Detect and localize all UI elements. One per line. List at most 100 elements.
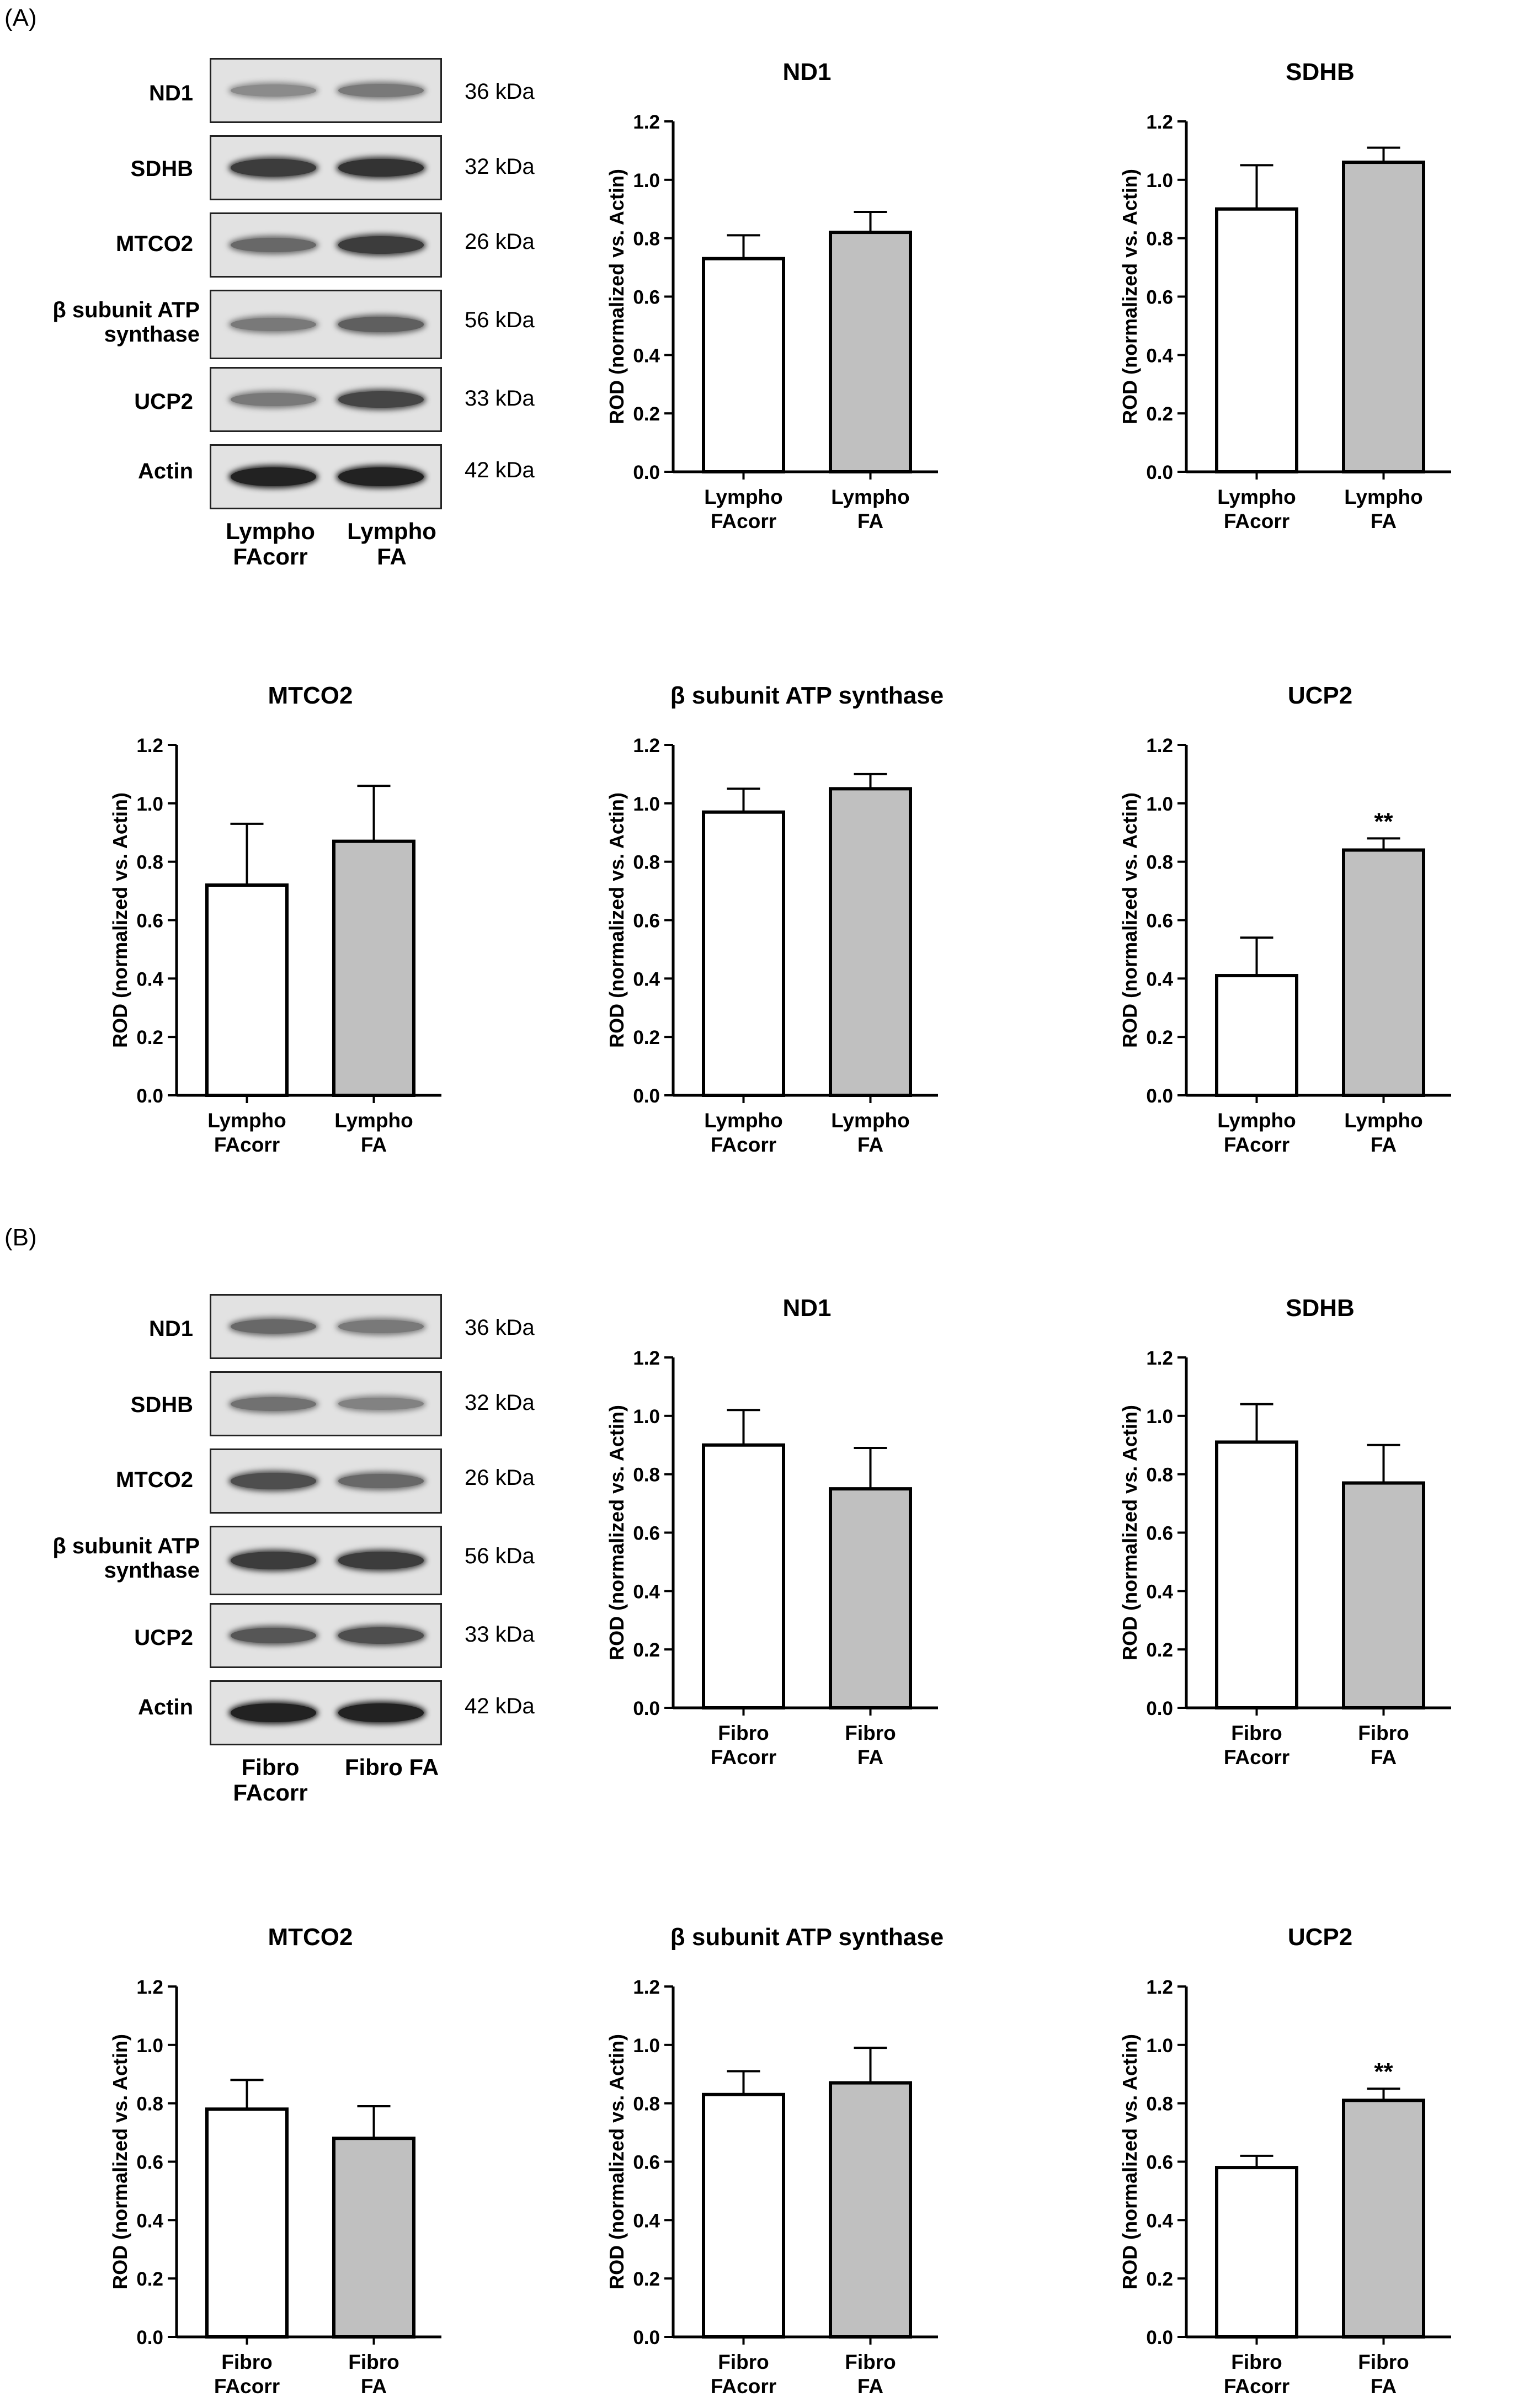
blot-row-label: Actin <box>138 459 193 483</box>
blot-strip <box>210 135 442 200</box>
y-tick-label: 0.6 <box>1146 287 1173 308</box>
y-tick-label: 0.2 <box>633 403 660 425</box>
x-tick-label: Fibro <box>1231 1722 1282 1744</box>
y-tick-label: 0.6 <box>136 910 163 932</box>
chart-title: ND1 <box>782 58 831 86</box>
y-tick-label: 0.6 <box>1146 2152 1173 2174</box>
y-tick-label: 0.2 <box>633 1639 660 1661</box>
bar-chart-lympho-mtco2: MTCO2 ROD (normalized vs. Actin) 0.0 0.2 0.4… <box>109 682 441 1156</box>
blot-strip <box>210 1294 442 1359</box>
y-tick-label: 0.2 <box>633 2268 660 2290</box>
x-tick-label: Fibro <box>718 2351 769 2373</box>
x-tick-label: FAcorr <box>1224 510 1289 532</box>
significance-marker: ** <box>1374 2058 1393 2085</box>
y-tick-label: 0.8 <box>1146 2094 1173 2115</box>
protein-band <box>231 393 316 406</box>
bar <box>829 1487 912 1709</box>
x-tick-label: Fibro <box>348 2351 399 2373</box>
y-tick-label: 1.0 <box>633 2035 660 2057</box>
kda-label: 56 kDa <box>465 308 535 332</box>
bar-chart-fibro-atp-synthase: β subunit ATP synthase ROD (normalized vs… <box>605 1924 944 2398</box>
blot-row-label: ND1 <box>148 1317 193 1341</box>
y-tick-label: 1.2 <box>1146 1977 1173 1998</box>
protein-band <box>231 467 316 487</box>
y-tick-label: 0.4 <box>1146 2210 1173 2231</box>
bar <box>1215 1440 1298 1709</box>
y-axis-label: ROD (normalized vs. Actin) <box>1118 169 1141 424</box>
protein-band <box>338 1397 424 1410</box>
protein-band <box>231 1703 316 1723</box>
kda-label: 33 kDa <box>465 1622 535 1647</box>
x-tick-label: Lympho <box>831 486 910 508</box>
y-axis-label: ROD (normalized vs. Actin) <box>109 2034 131 2289</box>
x-tick-label: FA <box>361 1133 387 1156</box>
protein-band <box>338 1473 424 1489</box>
kda-label: 33 kDa <box>465 386 535 411</box>
x-tick-label: FA <box>361 2375 387 2398</box>
y-tick-label: 1.0 <box>1146 2035 1173 2057</box>
panel-label-b: (B) <box>4 1224 37 1251</box>
chart-title: ND1 <box>782 1295 831 1322</box>
protein-band <box>338 391 424 408</box>
y-tick-label: 0.8 <box>633 228 660 250</box>
protein-band <box>231 1627 316 1644</box>
y-tick-label: 1.2 <box>1146 1348 1173 1369</box>
x-tick-label: Lympho <box>1217 486 1296 508</box>
x-tick-label: FAcorr <box>214 1133 280 1156</box>
y-tick-label: 0.6 <box>1146 1523 1173 1544</box>
y-axis-label: ROD (normalized vs. Actin) <box>109 792 131 1048</box>
y-tick-label: 0.0 <box>633 1085 660 1107</box>
kda-label: 32 kDa <box>465 1391 535 1415</box>
lane-label: Lympho FAcorr <box>226 518 315 569</box>
x-tick-label: FAcorr <box>1224 1746 1289 1769</box>
x-tick-label: FAcorr <box>1224 1133 1289 1156</box>
x-tick-label: Lympho <box>207 1109 286 1132</box>
y-tick-label: 1.2 <box>1146 111 1173 133</box>
x-tick-label: FAcorr <box>711 510 776 532</box>
kda-label: 36 kDa <box>465 1315 535 1340</box>
protein-band <box>231 318 316 331</box>
bar <box>1215 2166 1298 2339</box>
bar <box>702 2092 785 2339</box>
blot-row-label: β subunit ATP synthase <box>52 1534 200 1583</box>
kda-label: 36 kDa <box>465 79 535 104</box>
protein-band <box>231 84 316 97</box>
blot-row-label: MTCO2 <box>116 232 193 256</box>
y-tick-label: 1.0 <box>136 2035 163 2057</box>
y-tick-label: 0.4 <box>1146 968 1173 990</box>
blot-strip <box>210 1448 442 1514</box>
y-axis-label: ROD (normalized vs. Actin) <box>1118 792 1141 1048</box>
x-tick-label: FA <box>857 510 883 532</box>
significance-marker: ** <box>1374 808 1393 835</box>
y-tick-label: 0.0 <box>136 2327 163 2348</box>
y-tick-label: 0.2 <box>1146 1027 1173 1048</box>
blot-strip <box>210 290 442 359</box>
y-tick-label: 0.0 <box>1146 462 1173 483</box>
bar-chart-lympho-ucp2: UCP2 ROD (normalized vs. Actin) 0.0 0.2 0.4 0… <box>1118 682 1451 1156</box>
x-tick-label: Fibro <box>1358 2351 1409 2373</box>
blot-strip <box>210 1371 442 1436</box>
bar-chart-lympho-atp-synthase: β subunit ATP synthase ROD (normalized vs… <box>605 682 944 1156</box>
blot-strip <box>210 1526 442 1595</box>
protein-band <box>338 1627 424 1644</box>
x-tick-label: FAcorr <box>1224 2375 1289 2398</box>
y-tick-label: 0.0 <box>633 2327 660 2348</box>
bar-chart-fibro-sdhb: SDHB ROD (normalized vs. Actin) 0.0 0.2 0.4 0… <box>1118 1295 1451 1769</box>
y-tick-label: 0.0 <box>136 1085 163 1107</box>
chart-title: β subunit ATP synthase <box>670 1924 944 1951</box>
protein-band <box>231 237 316 253</box>
y-tick-label: 0.2 <box>1146 403 1173 425</box>
y-tick-label: 0.6 <box>633 910 660 932</box>
y-tick-label: 1.0 <box>633 170 660 191</box>
x-tick-label: Lympho <box>334 1109 413 1132</box>
x-tick-label: FA <box>1371 1133 1397 1156</box>
protein-band <box>231 1319 316 1334</box>
x-tick-label: FA <box>857 1133 883 1156</box>
y-tick-label: 0.4 <box>633 2210 660 2231</box>
bar <box>829 787 912 1097</box>
protein-band <box>338 467 424 487</box>
y-tick-label: 1.0 <box>136 793 163 815</box>
x-tick-label: Fibro <box>1358 1722 1409 1744</box>
bar-chart-lympho-nd1: ND1 ROD (normalized vs. Actin) 0.0 0.2 0.4 0.… <box>605 58 938 532</box>
blot-strip <box>210 1680 442 1745</box>
